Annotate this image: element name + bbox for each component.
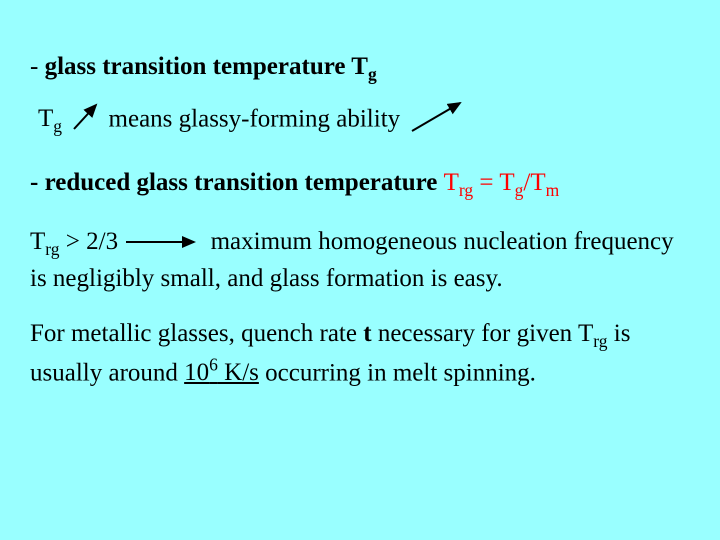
line-1: - glass transition temperature Tg [30,50,690,87]
right-arrow-icon [124,226,204,260]
line-3: - reduced glass transition temperature T… [30,166,690,203]
title-2: - reduced glass transition temperature [30,169,444,196]
tg-symbol: Tg [351,53,376,80]
trg2-T: T [30,228,45,255]
dash-1: - [30,53,45,80]
l5-t: t [363,320,371,347]
rate-value: 106 K/s [184,359,259,386]
title-1: glass transition temperature [45,53,352,80]
l5-b: necessary for given [372,320,578,347]
line-5: For metallic glasses, quench rate t nece… [30,317,690,390]
eq-tm-T: T [530,169,545,196]
means-text: means glassy-forming ability [109,105,401,132]
tg-over-tm: Tg/Tm [499,169,559,196]
trg-symbol: Trg [444,169,474,196]
rate-unit: K/s [218,359,259,386]
trg3-sub: rg [593,331,607,351]
tg-sub: g [368,64,377,84]
nucleation-text-a: maximum homogeneous nucleation [211,228,574,255]
tg2-T: T [38,105,53,132]
rate-10: 10 [184,359,209,386]
trg3-T: T [578,320,593,347]
eq-tg-T: T [499,169,514,196]
trg-symbol-3: Trg [578,320,608,347]
trg-sub: rg [459,180,473,200]
l5-g: occurring in melt spinning. [259,359,536,386]
tg-T: T [351,53,368,80]
trg2-sub: rg [45,239,59,259]
trg-symbol-2: Trg [30,228,60,255]
l5-a: For metallic glasses, quench rate [30,320,363,347]
trg-T: T [444,169,459,196]
slide-content: - glass transition temperature Tg Tg mea… [0,0,720,424]
line-2: Tg means glassy-forming ability [30,97,690,145]
up-arrow-right-icon [406,97,466,145]
eq-tm-sub: m [546,180,560,200]
tg-symbol-2: Tg [38,105,62,132]
tg2-sub: g [53,116,62,136]
gt-two-thirds: > 2/3 [60,228,119,255]
line-4: Trg > 2/3 maximum homogeneous nucleation… [30,225,690,295]
rate-exp: 6 [209,355,218,375]
up-arrow-icon [68,99,102,143]
eq-sign: = [473,169,499,196]
